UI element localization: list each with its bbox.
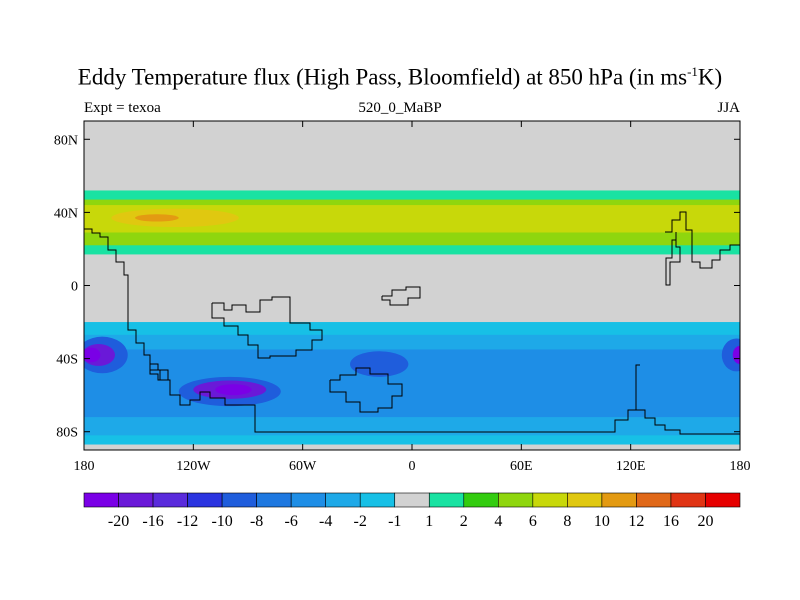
colorbar-label: -8 <box>250 513 263 530</box>
x-tick-label: 60W <box>289 459 317 474</box>
colorbar-swatch <box>359 492 396 508</box>
colorbar-swatch <box>221 492 257 508</box>
colorbar-label: -1 <box>388 513 401 530</box>
coastline-segment <box>665 232 681 286</box>
field-region-sh-core-east-6 <box>721 338 740 372</box>
colorbar-swatch <box>601 492 637 508</box>
colorbar-swatch <box>463 492 499 508</box>
season-label: JJA <box>717 100 740 116</box>
x-tick-label: 120W <box>176 459 211 474</box>
colorbar-swatch <box>290 492 326 508</box>
y-tick-label: 0 <box>71 280 78 295</box>
x-tick-label: 180 <box>74 459 95 474</box>
colorbar-swatch <box>670 492 706 508</box>
coastline-segment <box>149 363 169 381</box>
colorbar-swatch <box>83 492 119 508</box>
field-region-sh-core-east-12 <box>732 345 740 365</box>
y-tick-label: 40N <box>54 206 78 221</box>
colorbar-label: -20 <box>108 513 129 530</box>
experiment-label: Expt = texoa <box>84 100 161 116</box>
colorbar-swatch <box>187 492 223 508</box>
x-tick-label: 0 <box>409 459 416 474</box>
x-tick-label: 60E <box>510 459 533 474</box>
colorbar-label: 16 <box>663 513 679 530</box>
field-region-sh-mid-6 <box>350 351 409 377</box>
y-tick-label: 80N <box>54 133 78 148</box>
field-region-sh-core-mid-20 <box>215 384 252 396</box>
coastline-segment <box>381 286 421 306</box>
colorbar-label: 8 <box>563 513 571 530</box>
x-tick-label: 120E <box>616 459 646 474</box>
colorbar-label: -6 <box>284 513 297 530</box>
coastline-segment <box>211 296 323 359</box>
colorbar-swatch <box>152 492 188 508</box>
colorbar-label: -16 <box>142 513 163 530</box>
colorbar-label: 12 <box>628 513 644 530</box>
field-region-sh-core-west-20 <box>84 347 101 363</box>
field-region-nh-core-10 <box>135 214 179 222</box>
field-region-sh-band-4 <box>84 349 740 418</box>
colorbar-swatch <box>325 492 361 508</box>
temperature-flux-field <box>84 121 740 450</box>
colorbar-label: 2 <box>460 513 468 530</box>
colorbar: -20 -16 -12 -10 -8 -6 -4 -2 -1 1 2 4 6 8 10 12 16 20 <box>83 492 741 530</box>
y-tick-label: 80S <box>56 426 78 441</box>
x-tick-label: 180 <box>730 459 751 474</box>
colorbar-swatch <box>256 492 292 508</box>
y-tick-label: 40S <box>56 353 78 368</box>
coastline-segment <box>636 409 740 435</box>
colorbar-label: 6 <box>529 513 537 530</box>
colorbar-label: -12 <box>177 513 198 530</box>
colorbar-swatch <box>567 492 603 508</box>
colorbar-swatch <box>532 492 568 508</box>
coastline-outline <box>84 211 740 435</box>
chart-title: Eddy Temperature flux (High Pass, Bloomf… <box>77 64 723 90</box>
colorbar-swatch <box>498 492 534 508</box>
colorbar-label: 1 <box>425 513 433 530</box>
colorbar-swatch <box>118 492 154 508</box>
axes: 180 120W 60W 0 60E 120E 180 80N 40N 0 40S 80S <box>54 121 751 474</box>
colorbar-swatch <box>428 492 465 508</box>
colorbar-label: 20 <box>697 513 713 530</box>
colorbar-label: -10 <box>211 513 232 530</box>
colorbar-label: -4 <box>319 513 332 530</box>
period-label: 520_0_MaBP <box>358 100 442 116</box>
colorbar-label: -2 <box>354 513 367 530</box>
colorbar-label: 10 <box>594 513 610 530</box>
coastline-segment <box>329 367 403 413</box>
coastline-segment <box>665 211 740 269</box>
colorbar-swatch <box>636 492 672 508</box>
colorbar-swatch <box>394 492 430 508</box>
colorbar-label: 4 <box>494 513 502 530</box>
colorbar-swatch <box>705 492 741 508</box>
